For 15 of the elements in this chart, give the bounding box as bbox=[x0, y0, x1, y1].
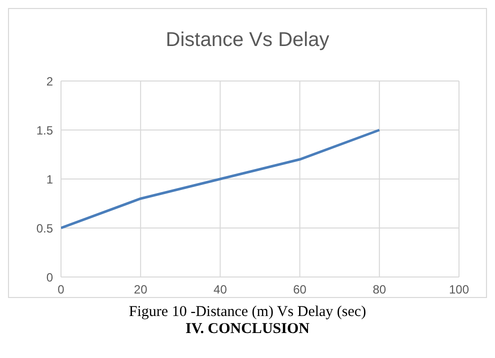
x-tick-label: 80 bbox=[372, 282, 386, 297]
y-tick-label: 0 bbox=[46, 270, 54, 284]
y-tick-label: 1.5 bbox=[36, 123, 54, 138]
x-tick-label: 0 bbox=[58, 282, 65, 297]
line-series bbox=[61, 128, 381, 230]
y-tick-label: 0.5 bbox=[36, 221, 54, 236]
chart-title: Distance Vs Delay bbox=[164, 29, 330, 52]
text: IV. CONCLUSION bbox=[184, 321, 310, 338]
y-tick-label: 2 bbox=[46, 74, 54, 88]
y-tick-label: 1 bbox=[46, 172, 54, 186]
x-tick-label: 60 bbox=[293, 282, 307, 297]
x-tick-label: 40 bbox=[214, 282, 228, 297]
x-tick-label: 100 bbox=[448, 282, 470, 297]
caption: Figure 10 -Distance (m) Vs Delay (sec) bbox=[128, 304, 368, 321]
x-tick-label: 20 bbox=[134, 282, 148, 297]
